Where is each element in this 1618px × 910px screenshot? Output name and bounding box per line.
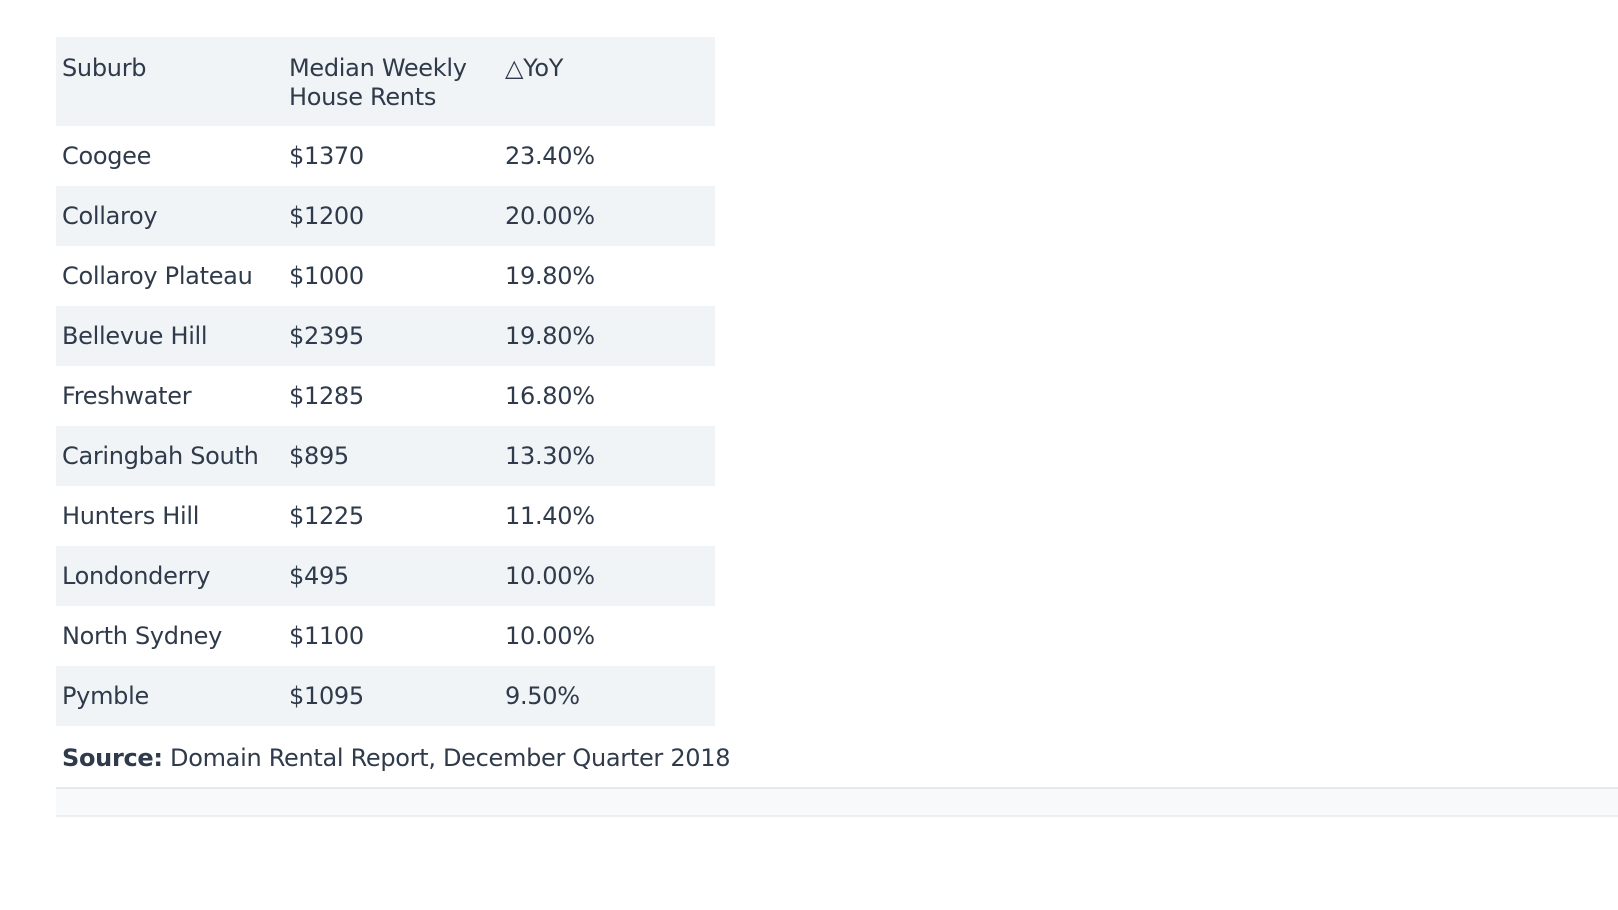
cell-rent: $1100 — [289, 622, 364, 650]
cell-suburb: Hunters Hill — [62, 502, 200, 530]
table-header-row: Suburb Median Weekly House Rents △YoY — [56, 37, 715, 126]
cell-suburb: Freshwater — [62, 382, 192, 410]
cell-suburb: Pymble — [56, 666, 283, 726]
rent-table: Suburb Median Weekly House Rents △YoY Co… — [56, 37, 715, 726]
section-divider — [56, 787, 1618, 817]
cell-yoy: 10.00% — [505, 622, 595, 650]
header-yoy: △YoY — [499, 37, 715, 126]
cell-suburb: North Sydney — [62, 622, 223, 650]
cell-suburb: Londonderry — [56, 546, 283, 606]
header-suburb: Suburb — [56, 37, 283, 126]
cell-rent: $1370 — [289, 142, 364, 170]
cell-rent: $1200 — [283, 186, 499, 246]
cell-suburb: Caringbah South — [56, 426, 283, 486]
cell-rent: $895 — [283, 426, 499, 486]
cell-yoy: 19.80% — [505, 262, 595, 290]
cell-rent: $2395 — [283, 306, 499, 366]
cell-yoy: 16.80% — [505, 382, 595, 410]
table-row: North Sydney $1100 10.00% — [56, 606, 715, 666]
table-row: Freshwater $1285 16.80% — [56, 366, 715, 426]
cell-suburb: Collaroy Plateau — [62, 262, 253, 290]
table-row: Bellevue Hill $2395 19.80% — [56, 306, 715, 366]
table-row: Hunters Hill $1225 11.40% — [56, 486, 715, 546]
table-row: Collaroy $1200 20.00% — [56, 186, 715, 246]
cell-yoy: 10.00% — [499, 546, 715, 606]
cell-yoy: 23.40% — [505, 142, 595, 170]
source-label: Source: — [62, 744, 163, 772]
source-text: Domain Rental Report, December Quarter 2… — [162, 744, 731, 772]
cell-suburb: Coogee — [62, 142, 152, 170]
cell-yoy: 9.50% — [499, 666, 715, 726]
cell-yoy: 11.40% — [505, 502, 595, 530]
table-row: Pymble $1095 9.50% — [56, 666, 715, 726]
source-caption: Source: Domain Rental Report, December Q… — [62, 742, 731, 774]
table-row: Collaroy Plateau $1000 19.80% — [56, 246, 715, 306]
cell-rent: $1285 — [289, 382, 364, 410]
cell-rent: $1095 — [283, 666, 499, 726]
cell-suburb: Bellevue Hill — [56, 306, 283, 366]
table-row: Caringbah South $895 13.30% — [56, 426, 715, 486]
cell-yoy: 19.80% — [499, 306, 715, 366]
cell-yoy: 20.00% — [499, 186, 715, 246]
cell-rent: $1225 — [289, 502, 364, 530]
header-median-rent: Median Weekly House Rents — [283, 37, 499, 126]
table-row: Coogee $1370 23.40% — [56, 126, 715, 186]
cell-yoy: 13.30% — [499, 426, 715, 486]
cell-rent: $495 — [283, 546, 499, 606]
cell-suburb: Collaroy — [56, 186, 283, 246]
table-row: Londonderry $495 10.00% — [56, 546, 715, 606]
cell-rent: $1000 — [289, 262, 364, 290]
